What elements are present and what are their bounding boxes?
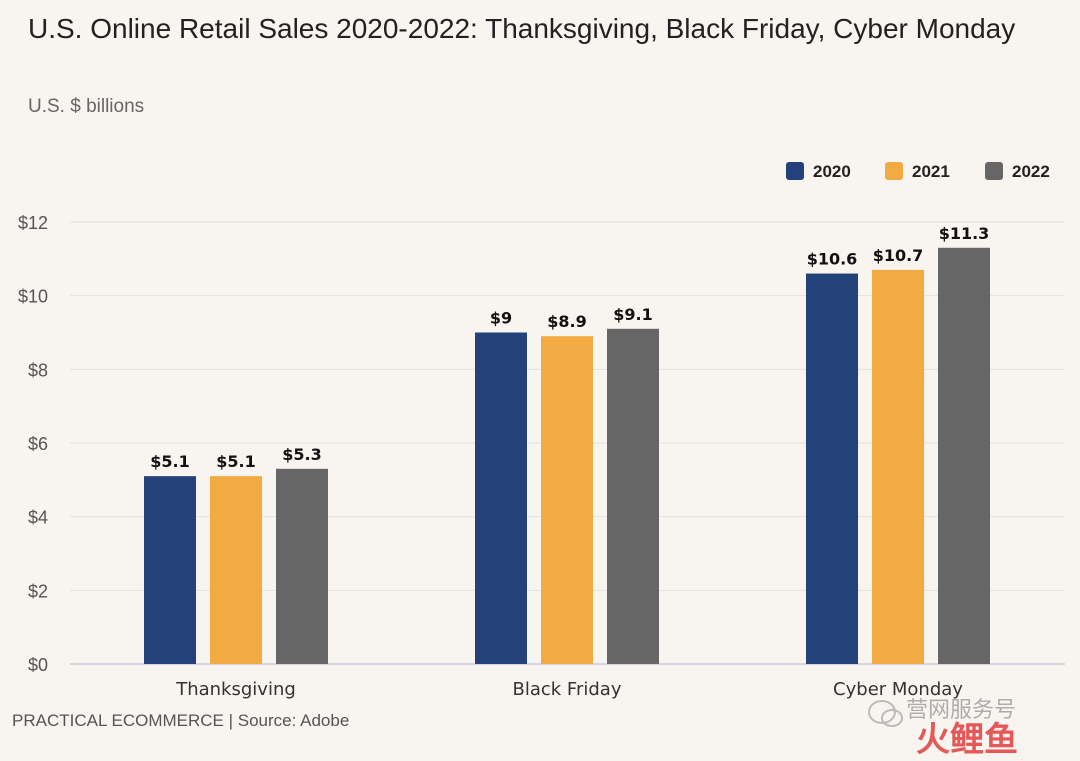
- data-label: $5.1: [216, 452, 255, 471]
- legend-label-2021: 2021: [912, 162, 950, 181]
- y-tick-label: $8: [28, 360, 48, 380]
- legend-swatch-2020: [786, 162, 804, 180]
- data-label: $5.3: [282, 445, 321, 464]
- watermark: 营网服务号 火鲤鱼: [862, 690, 1062, 760]
- y-tick-label: $10: [18, 287, 48, 307]
- bar-2022-0: [276, 468, 328, 664]
- legend-label-2022: 2022: [1012, 162, 1050, 181]
- y-tick-label: $6: [28, 434, 48, 454]
- data-label: $5.1: [150, 452, 189, 471]
- data-label: $11.3: [939, 224, 990, 243]
- data-label: $9: [490, 309, 512, 328]
- bar-2020-1: [475, 332, 527, 664]
- chart-title: U.S. Online Retail Sales 2020-2022: Than…: [28, 13, 1016, 44]
- chat-bubble-icon: [868, 700, 903, 727]
- x-category-label: Thanksgiving: [175, 679, 296, 700]
- data-label: $9.1: [613, 305, 652, 324]
- x-category-label: Black Friday: [513, 679, 622, 700]
- data-label: $10.7: [873, 246, 924, 265]
- watermark-line1: 营网服务号: [906, 698, 1017, 723]
- source-footer: PRACTICAL ECOMMERCE | Source: Adobe: [12, 711, 350, 730]
- legend-swatch-2022: [985, 162, 1003, 180]
- bar-2022-1: [607, 328, 659, 664]
- x-category-label: Cyber Monday: [833, 679, 963, 700]
- bar-2020-2: [806, 273, 858, 664]
- watermark-line2: 火鲤鱼: [916, 720, 1018, 760]
- bar-2021-0: [210, 476, 262, 664]
- data-label: $8.9: [547, 312, 586, 331]
- legend-label-2020: 2020: [813, 162, 851, 181]
- legend-swatch-2021: [885, 162, 903, 180]
- y-tick-label: $2: [28, 581, 48, 601]
- y-tick-label: $12: [18, 213, 48, 233]
- y-tick-label: $4: [28, 508, 48, 528]
- y-tick-label: $0: [28, 655, 48, 675]
- bar-2021-2: [872, 269, 924, 664]
- bar-2021-1: [541, 336, 593, 664]
- bar-2022-2: [938, 247, 990, 665]
- data-label: $10.6: [807, 250, 858, 269]
- bar-2020-0: [144, 476, 196, 664]
- chart-subtitle: U.S. $ billions: [28, 96, 145, 117]
